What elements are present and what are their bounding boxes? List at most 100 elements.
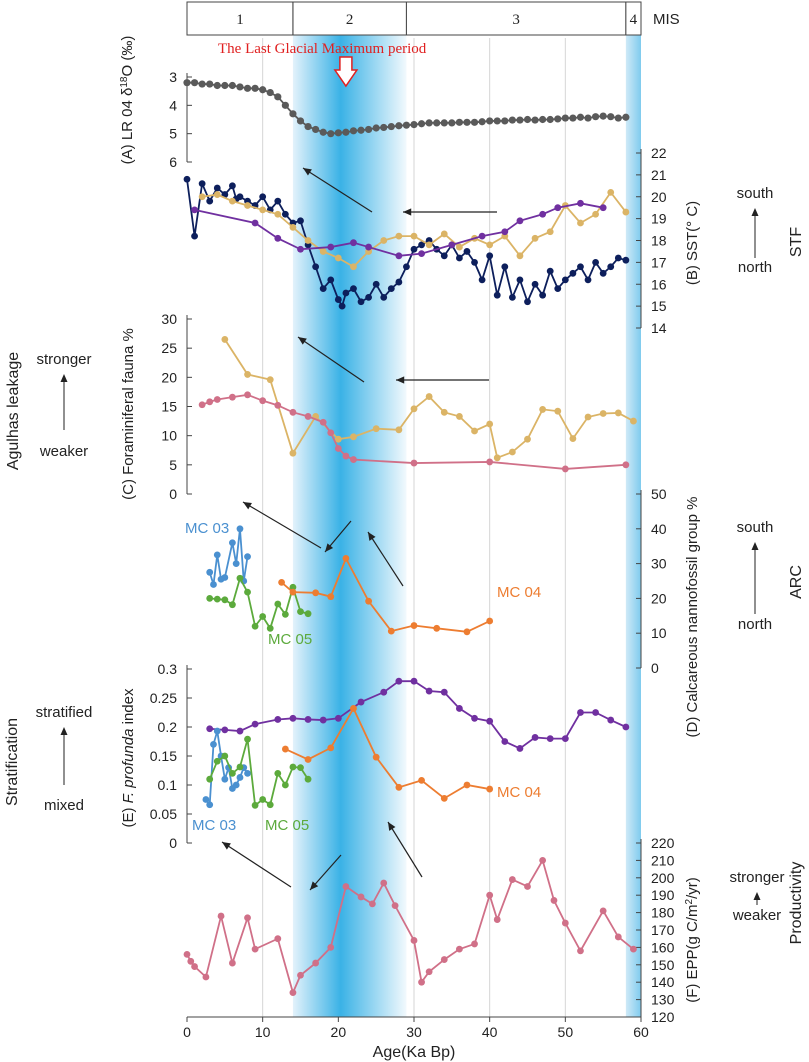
ylabel-a: (A) LR 04 δ18O (‰) — [119, 36, 137, 165]
data-point-E — [266, 801, 274, 809]
data-point-A — [236, 83, 244, 91]
tick-label-B: 21 — [651, 167, 667, 183]
data-point-F — [183, 950, 191, 958]
mis-stage-label: 4 — [630, 12, 638, 28]
data-point-E — [304, 775, 312, 783]
data-point-A — [259, 86, 267, 94]
data-point-B — [592, 258, 599, 266]
data-point-A — [380, 123, 388, 132]
side-bottom-C: weaker — [39, 443, 88, 460]
data-point-B — [531, 234, 539, 242]
data-point-C — [266, 376, 274, 384]
data-point-E — [281, 781, 289, 789]
data-point-C — [221, 336, 229, 343]
data-point-B — [577, 219, 584, 227]
data-point-B — [274, 210, 282, 218]
data-point-E — [236, 727, 244, 735]
data-point-F — [380, 879, 388, 887]
data-point-A — [198, 80, 206, 88]
side-top-E: stratified — [36, 704, 93, 721]
side-top-F: stronger — [729, 869, 784, 886]
data-point-F — [289, 989, 297, 997]
data-point-B — [251, 219, 259, 227]
data-point-E — [486, 717, 494, 725]
data-point-E — [244, 735, 251, 743]
data-point-F — [342, 883, 350, 890]
tick-label-F: 180 — [651, 905, 675, 921]
tick-label-F: 190 — [651, 887, 675, 903]
data-point-A — [243, 84, 252, 92]
data-point-E — [418, 776, 425, 784]
data-point-D — [206, 595, 214, 602]
data-point-E — [334, 714, 342, 722]
arrow-head-icon — [303, 168, 312, 176]
x-tick-label: 10 — [255, 1024, 271, 1040]
up-arrow-icon — [753, 892, 761, 900]
arrow-head-icon — [396, 376, 405, 384]
data-point-F — [614, 933, 622, 941]
data-point-E — [622, 723, 630, 731]
data-point-F — [456, 945, 463, 953]
data-point-A — [327, 130, 335, 138]
data-point-B — [327, 243, 335, 251]
data-point-B — [516, 217, 524, 225]
data-point-E — [251, 801, 259, 809]
data-point-B — [614, 254, 622, 262]
series-label-mc04-e: MC 04 — [497, 784, 541, 801]
data-point-E — [410, 677, 418, 685]
data-point-B — [501, 228, 509, 236]
data-point-C — [334, 435, 342, 443]
data-point-B — [327, 276, 335, 284]
mis-stage-label: 1 — [236, 12, 244, 28]
data-point-B — [213, 191, 221, 198]
data-point-A — [410, 121, 418, 129]
data-point-F — [486, 891, 494, 899]
data-point-B — [198, 180, 206, 188]
data-point-F — [539, 857, 547, 864]
panel-axes: 3456141516171819202122051015202530010203… — [150, 69, 675, 1025]
data-point-E — [440, 688, 448, 696]
data-point-D — [312, 589, 320, 597]
data-point-C — [569, 435, 577, 442]
data-point-B — [539, 291, 547, 299]
side-bottom-E: mixed — [44, 797, 84, 814]
data-point-F — [368, 900, 376, 908]
data-point-B — [334, 296, 342, 303]
series-line-F-epp — [186, 858, 634, 996]
trend-arrows — [221, 167, 497, 891]
data-point-A — [508, 116, 516, 124]
data-point-C — [244, 391, 251, 399]
data-point-B — [387, 285, 395, 293]
data-point-C — [259, 397, 267, 405]
data-point-F — [440, 956, 448, 963]
data-point-F — [187, 957, 195, 965]
data-point-E — [577, 709, 584, 716]
data-point-B — [244, 202, 251, 209]
data-point-A — [334, 129, 342, 137]
data-point-D — [365, 597, 372, 605]
tick-label-A: 5 — [169, 126, 177, 142]
x-tick-label: 30 — [406, 1024, 422, 1040]
tick-label-F: 170 — [651, 922, 675, 938]
data-point-F — [229, 959, 236, 967]
data-point-F — [561, 919, 569, 927]
side-label-F: Productivity — [788, 862, 805, 945]
ylabel-e-part: (E) — [120, 803, 137, 827]
tick-label-A: 4 — [169, 97, 177, 113]
data-point-B — [456, 254, 463, 262]
ylabel-e-part: F. profunda — [120, 729, 137, 804]
data-point-B — [539, 210, 547, 218]
data-point-E — [206, 801, 214, 809]
data-point-A — [607, 113, 615, 121]
tick-label-E: 0.05 — [150, 806, 177, 822]
data-point-B — [516, 252, 524, 260]
x-axis-title: Age(Ka Bp) — [373, 1044, 456, 1061]
data-point-B — [478, 276, 486, 284]
side-bottom-D: north — [738, 616, 772, 633]
data-point-B — [350, 285, 357, 293]
data-point-D — [410, 622, 418, 629]
data-point-D — [251, 622, 259, 630]
tick-label-D: 0 — [651, 660, 659, 676]
side-top-C: stronger — [36, 351, 91, 368]
data-point-D — [221, 574, 229, 581]
